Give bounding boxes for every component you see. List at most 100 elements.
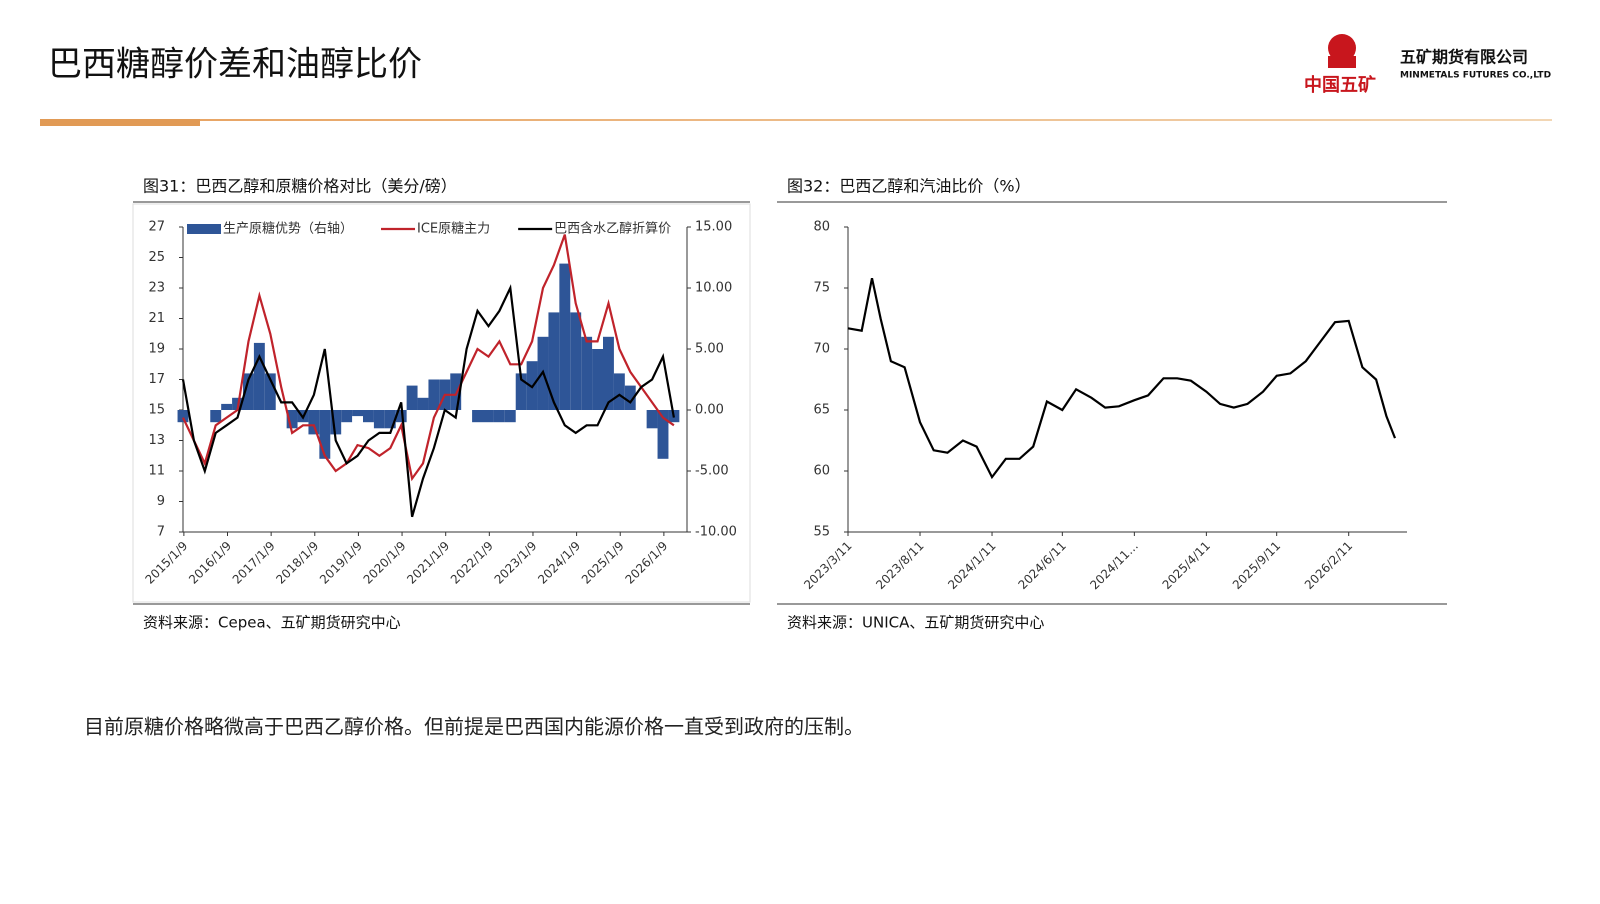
y2-tick-label: 15.00 [695, 220, 732, 235]
bar [243, 373, 254, 410]
x-tick-label: 2023/3/11 [801, 539, 854, 592]
bar [483, 410, 494, 423]
x-tick-label: 2016/1/9 [186, 539, 234, 587]
y-tick-label: 60 [813, 464, 830, 479]
y-tick-label: 7 [157, 525, 165, 540]
y-tick-label: 55 [813, 525, 830, 540]
bar [559, 263, 571, 410]
bar [253, 342, 265, 410]
x-tick-label: 2025/9/11 [1230, 539, 1283, 592]
y-tick-label: 21 [148, 311, 165, 326]
chart-source: 资料来源：Cepea、五矿期货研究中心 [143, 614, 401, 632]
y-tick-label: 27 [148, 220, 165, 235]
x-tick-label: 2024/6/11 [1016, 539, 1069, 592]
x-tick-label: 2018/1/9 [273, 539, 321, 587]
y-tick-label: 17 [148, 372, 165, 387]
y-tick-label: 25 [148, 250, 165, 265]
bar [657, 410, 669, 459]
bar [330, 410, 342, 435]
bar [592, 349, 603, 410]
logo-text: 中国五矿 [1304, 74, 1376, 96]
x-tick-label: 2026/2/11 [1302, 539, 1355, 592]
legend-swatch [187, 224, 221, 234]
chart-title: 图31：巴西乙醇和原糖价格对比（美分/磅） [143, 177, 457, 196]
x-tick-label: 2024/11… [1087, 539, 1141, 593]
y-tick-label: 15 [148, 403, 165, 418]
bar [603, 336, 614, 410]
line-series [847, 277, 1397, 480]
y-tick-label: 13 [148, 433, 165, 448]
y2-tick-label: 5.00 [695, 342, 724, 357]
x-tick-label: 2024/1/9 [535, 539, 583, 587]
bar [581, 336, 593, 410]
x-tick-label: 2022/1/9 [448, 539, 496, 587]
y-tick-label: 65 [813, 403, 830, 418]
legend-label: 生产原糖优势（右轴） [223, 221, 353, 237]
bar [450, 373, 462, 410]
company-name: 五矿期货有限公司 [1400, 48, 1528, 67]
y2-tick-label: -10.00 [695, 525, 737, 540]
bar [264, 373, 276, 410]
y-tick-label: 11 [148, 464, 165, 479]
line-series [182, 234, 675, 482]
plot-frame [132, 203, 751, 603]
x-tick-label: 2020/1/9 [361, 539, 409, 587]
bar [417, 397, 429, 410]
accent-bar [40, 119, 200, 126]
x-tick-label: 2023/8/11 [873, 539, 926, 592]
bar [319, 410, 331, 459]
chart-source: 资料来源：UNICA、五矿期货研究中心 [787, 614, 1044, 632]
y-tick-label: 9 [157, 494, 165, 509]
x-tick-label: 2026/1/9 [622, 539, 670, 587]
x-tick-label: 2019/1/9 [317, 539, 365, 587]
bar [570, 312, 582, 410]
bar [493, 410, 505, 423]
y2-tick-label: -5.00 [695, 464, 729, 479]
bar [363, 410, 374, 423]
x-tick-label: 2021/1/9 [404, 539, 452, 587]
header-line [200, 119, 1552, 121]
company-name-en: MINMETALS FUTURES CO.,LTD [1400, 71, 1551, 81]
bar [352, 410, 363, 417]
bar [515, 373, 527, 410]
slide-title: 巴西糖醇价差和油醇比价 [48, 45, 422, 85]
bar [428, 379, 440, 410]
chart-title: 图32：巴西乙醇和汽油比价（%） [787, 177, 1031, 196]
y-tick-label: 75 [813, 281, 830, 296]
x-tick-label: 2025/1/9 [579, 539, 627, 587]
x-tick-label: 2015/1/9 [142, 539, 190, 587]
y-tick-label: 19 [148, 342, 165, 357]
bar [395, 410, 407, 423]
x-tick-label: 2017/1/9 [230, 539, 278, 587]
bar [177, 410, 189, 423]
bar [624, 385, 636, 410]
bar [613, 373, 625, 410]
x-tick-label: 2024/1/11 [945, 539, 998, 592]
body-text: 目前原糖价格略微高于巴西乙醇价格。但前提是巴西国内能源价格一直受到政府的压制。 [84, 715, 864, 739]
bar [472, 410, 483, 423]
legend-label: ICE原糖主力 [417, 221, 490, 237]
bar [341, 410, 353, 423]
y-tick-label: 80 [813, 220, 830, 235]
bar [373, 410, 385, 429]
y2-tick-label: 10.00 [695, 281, 732, 296]
bar [504, 410, 516, 423]
bar [308, 410, 320, 435]
y-tick-label: 23 [148, 281, 165, 296]
bar [384, 410, 396, 429]
y-tick-label: 70 [813, 342, 830, 357]
bar [548, 312, 560, 410]
line-series [181, 284, 675, 518]
x-tick-label: 2023/1/9 [492, 539, 540, 587]
bar [286, 410, 298, 429]
bar [221, 403, 233, 410]
bar [406, 385, 418, 410]
legend-label: 巴西含水乙醇折算价 [554, 221, 671, 237]
bar [646, 410, 658, 429]
x-tick-label: 2025/4/11 [1160, 539, 1213, 592]
bar [210, 410, 222, 423]
y2-tick-label: 0.00 [695, 403, 724, 418]
logo: 中国五矿 五矿期货有限公司 MINMETALS FUTURES CO.,LTD [1304, 34, 1551, 96]
